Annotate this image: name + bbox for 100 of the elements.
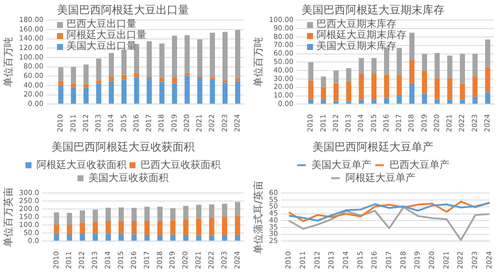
bar bbox=[485, 92, 490, 104]
bar bbox=[234, 234, 240, 241]
bar bbox=[92, 222, 98, 234]
bar bbox=[70, 84, 76, 88]
bar bbox=[106, 208, 111, 222]
bar bbox=[235, 78, 240, 82]
bar bbox=[447, 99, 452, 104]
bar bbox=[84, 84, 89, 88]
bar bbox=[409, 32, 414, 60]
bar bbox=[54, 224, 60, 234]
bar bbox=[118, 234, 124, 241]
bar bbox=[92, 210, 98, 222]
bar bbox=[183, 219, 188, 235]
bar bbox=[70, 87, 76, 104]
bar bbox=[358, 74, 364, 100]
bar bbox=[396, 94, 402, 104]
legend-label: 美国大豆期末库存 bbox=[316, 41, 396, 52]
bar bbox=[108, 52, 114, 76]
bar bbox=[106, 234, 111, 241]
bar bbox=[472, 54, 478, 76]
bar bbox=[235, 81, 240, 104]
bar bbox=[172, 83, 178, 104]
bar bbox=[80, 234, 85, 241]
bar bbox=[144, 234, 150, 241]
bar bbox=[209, 218, 214, 236]
bar bbox=[54, 212, 60, 225]
bar bbox=[234, 216, 240, 235]
bar bbox=[234, 202, 240, 216]
bar bbox=[320, 76, 326, 88]
chart-title: 美国巴西阿根廷大豆出口量 bbox=[57, 3, 189, 16]
bar bbox=[54, 234, 60, 241]
bar bbox=[96, 80, 102, 84]
bar bbox=[358, 100, 364, 104]
bar bbox=[159, 44, 164, 78]
legend-label: 美国大豆收获面积 bbox=[88, 172, 168, 184]
bar bbox=[371, 58, 377, 74]
bar bbox=[485, 67, 490, 92]
bar bbox=[159, 82, 164, 104]
bar bbox=[384, 98, 390, 104]
bar bbox=[434, 99, 440, 104]
bar bbox=[70, 66, 76, 84]
bar bbox=[170, 234, 176, 241]
bar bbox=[460, 54, 465, 84]
chart-title: 美国巴西阿根廷大豆收获面积 bbox=[52, 140, 194, 154]
bar bbox=[422, 93, 428, 104]
bar bbox=[235, 30, 240, 79]
bar bbox=[308, 62, 314, 81]
bar bbox=[196, 218, 202, 236]
bar bbox=[84, 88, 89, 104]
bar bbox=[197, 39, 202, 76]
legend-label: 阿根廷大豆收获面积 bbox=[36, 158, 126, 171]
legend-label: 阿根廷大豆单产 bbox=[346, 172, 416, 184]
bar bbox=[134, 77, 140, 104]
bar bbox=[159, 78, 164, 82]
bar bbox=[131, 208, 137, 222]
bar bbox=[172, 78, 178, 84]
bar bbox=[210, 32, 215, 78]
y-axis-title: 单位百万英亩 bbox=[2, 187, 15, 248]
bar bbox=[222, 32, 228, 80]
bar bbox=[144, 206, 150, 222]
bar bbox=[209, 236, 214, 241]
bar bbox=[183, 206, 188, 220]
chart-title: 美国巴西阿根廷大豆期末库存 bbox=[302, 3, 444, 16]
bar bbox=[485, 40, 490, 68]
legend-label: 巴西大豆期末库存 bbox=[316, 19, 396, 30]
bar bbox=[108, 76, 114, 82]
bar bbox=[84, 64, 89, 84]
legend-label: 美国大豆单产 bbox=[312, 158, 372, 171]
bar bbox=[447, 55, 452, 78]
legend-label: 美国大豆出口量 bbox=[66, 41, 136, 52]
bar bbox=[396, 74, 402, 95]
bar bbox=[371, 74, 377, 100]
bar bbox=[422, 54, 428, 71]
bar bbox=[358, 58, 364, 74]
bar bbox=[80, 210, 85, 223]
bar bbox=[447, 78, 452, 100]
bar bbox=[320, 87, 326, 100]
bar bbox=[196, 204, 202, 218]
bar bbox=[320, 100, 326, 104]
bar bbox=[183, 234, 188, 241]
bar bbox=[118, 220, 124, 234]
bar bbox=[131, 234, 137, 241]
bar bbox=[170, 220, 176, 235]
bar bbox=[222, 82, 228, 104]
bar bbox=[58, 67, 64, 81]
bar bbox=[121, 74, 127, 80]
bar bbox=[396, 48, 402, 75]
bar bbox=[384, 74, 390, 98]
bar bbox=[146, 41, 152, 76]
bar bbox=[96, 84, 102, 104]
bar bbox=[460, 84, 465, 100]
bar bbox=[334, 83, 339, 101]
bar bbox=[222, 204, 228, 217]
bar bbox=[334, 70, 339, 84]
chart-title: 美国巴西阿根廷大豆单产 bbox=[312, 140, 434, 154]
legend-label: 巴西大豆收获面积 bbox=[140, 158, 220, 171]
bar bbox=[106, 221, 111, 234]
bar bbox=[209, 204, 214, 218]
legend-label: 阿根廷大豆出口量 bbox=[66, 30, 146, 42]
bar bbox=[121, 80, 127, 104]
